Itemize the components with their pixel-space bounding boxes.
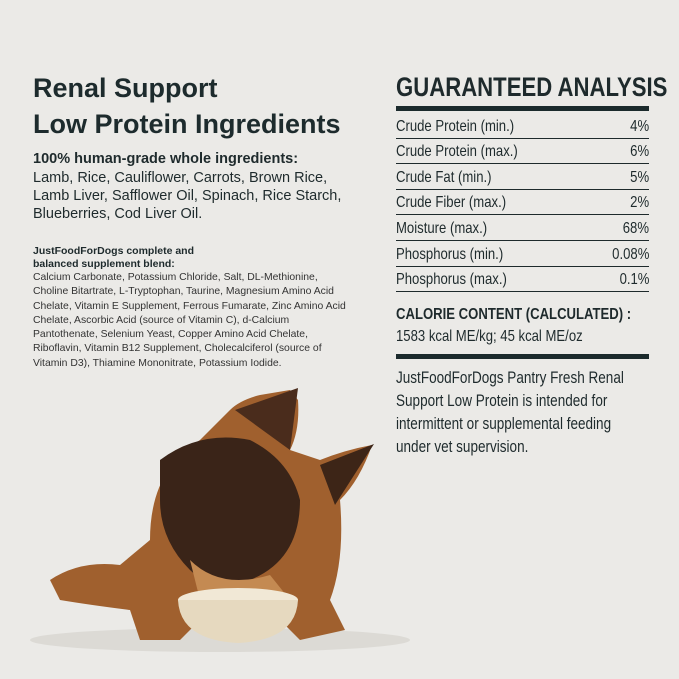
bowl: [178, 600, 298, 643]
nutrient-value: 0.1%: [619, 271, 649, 289]
analysis-row: Crude Fat (min.) 5%: [396, 164, 649, 190]
nutrient-value: 4%: [630, 117, 649, 135]
supplement-heading: JustFoodForDogs complete and balanced su…: [33, 245, 195, 270]
analysis-row: Phosphorus (min.) 0.08%: [396, 241, 649, 267]
feeding-note: JustFoodForDogs Pantry Fresh Renal Suppo…: [396, 369, 624, 456]
analysis-row: Crude Protein (min.) 4%: [396, 113, 649, 139]
analysis-row: Phosphorus (max.) 0.1%: [396, 267, 649, 293]
analysis-table: Crude Protein (min.) 4% Crude Protein (max…: [396, 113, 649, 293]
title-line-1: Renal Support: [33, 73, 218, 103]
nutrient-label: Phosphorus (max.): [396, 271, 507, 289]
nutrient-value: 5%: [630, 168, 649, 186]
ingredients-list: Lamb, Rice, Cauliflower, Carrots, Brown …: [33, 170, 342, 222]
nutrient-label: Moisture (max.): [396, 219, 488, 237]
title-line-2: Low Protein Ingredients: [33, 109, 341, 139]
ingredients-heading: 100% human-grade whole ingredients:: [33, 151, 299, 167]
analysis-row: Crude Protein (max.) 6%: [396, 139, 649, 165]
analysis-row: Crude Fiber (max.) 2%: [396, 190, 649, 216]
nutrient-value: 2%: [630, 194, 649, 212]
calorie-value: 1583 kcal ME/kg; 45 kcal ME/oz: [396, 328, 583, 345]
ingredients-title: Renal Support Low Protein Ingredients: [33, 70, 341, 142]
divider-bottom: [396, 354, 649, 359]
nutrient-label: Phosphorus (min.): [396, 245, 504, 263]
nutrient-label: Crude Protein (min.): [396, 117, 515, 135]
analysis-title: GUARANTEED ANALYSIS: [396, 72, 668, 102]
nutrient-value: 6%: [630, 143, 649, 161]
nutrient-label: Crude Fiber (max.): [396, 194, 507, 212]
nutrient-label: Crude Fat (min.): [396, 168, 492, 186]
divider-top: [396, 106, 649, 111]
nutrient-label: Crude Protein (max.): [396, 143, 518, 161]
analysis-row: Moisture (max.) 68%: [396, 215, 649, 241]
nutrient-value: 0.08%: [611, 245, 649, 263]
supplement-list: Calcium Carbonate, Potassium Chloride, S…: [33, 272, 346, 369]
nutrient-value: 68%: [622, 219, 649, 237]
calorie-heading: CALORIE CONTENT (CALCULATED) :: [396, 306, 632, 323]
